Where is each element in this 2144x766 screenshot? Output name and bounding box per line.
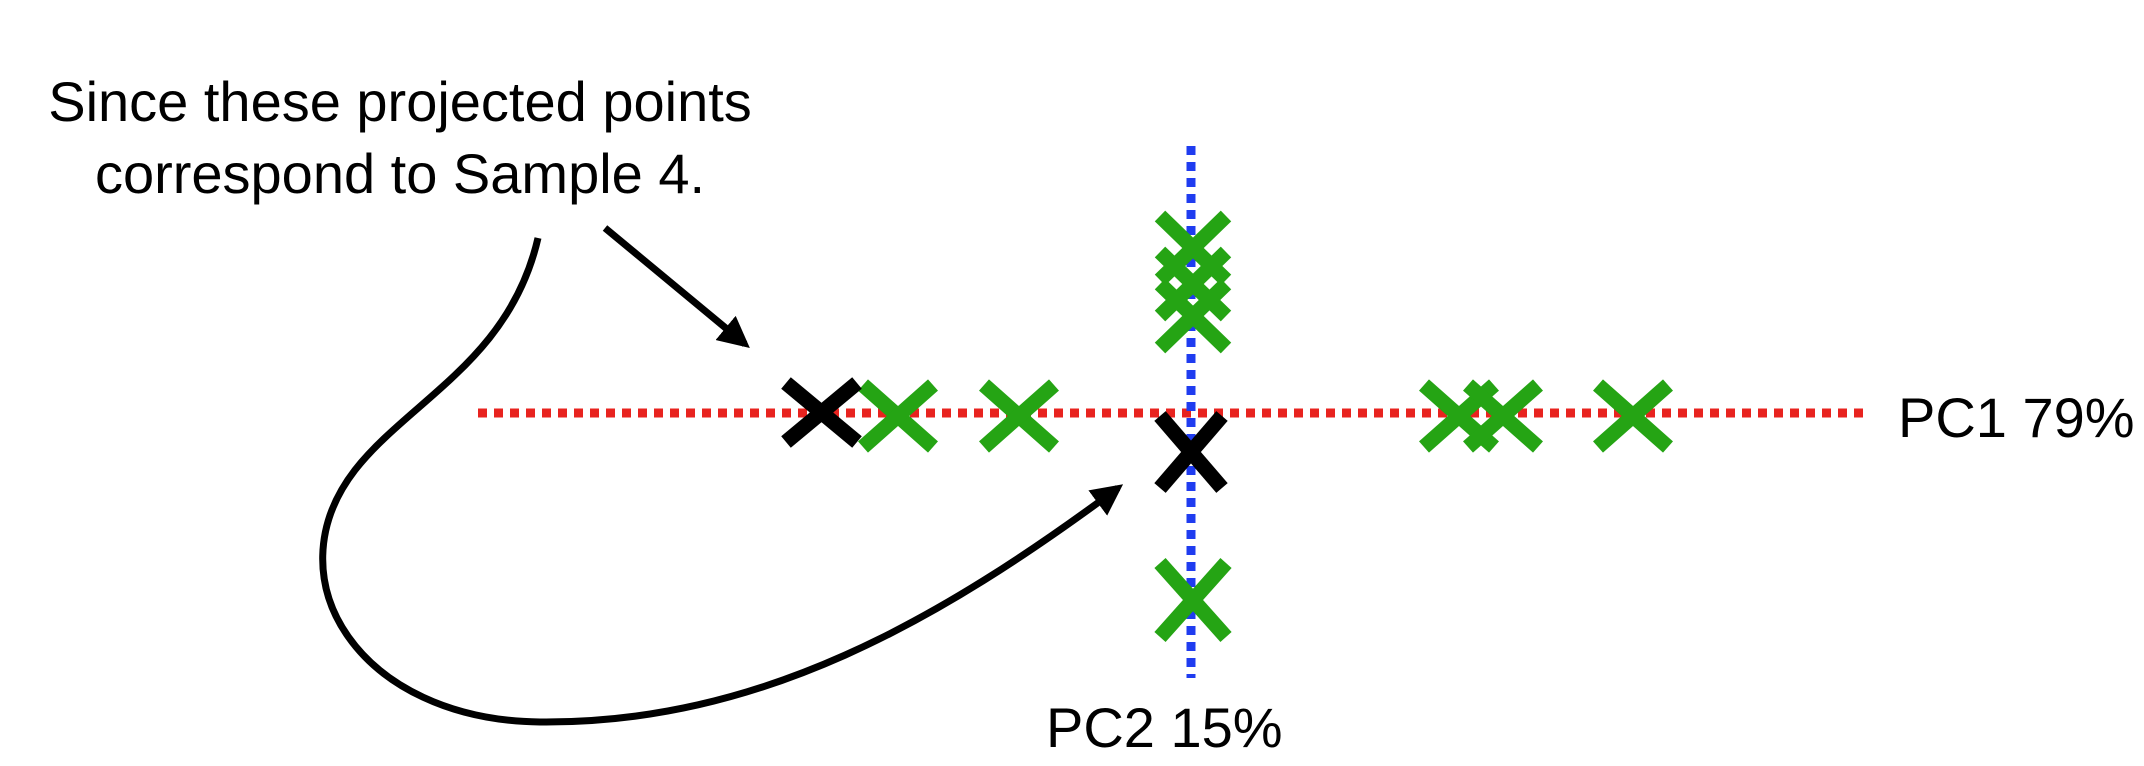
x-mark-icon	[1593, 379, 1673, 453]
x-mark-icon	[1154, 558, 1232, 642]
pc1-axis-label: PC1 79%	[1898, 386, 2135, 449]
annotation-text: Since these projected points correspond …	[0, 66, 800, 210]
pc1-projected-points	[858, 379, 1673, 453]
pc2-axis-label: PC2 15%	[1046, 696, 1283, 759]
x-mark-icon	[1463, 379, 1543, 453]
x-mark-icon	[858, 379, 938, 453]
pc2-projected-points	[1154, 210, 1232, 642]
x-mark-icon	[1154, 278, 1232, 354]
arrow-to-pc1-point	[602, 225, 750, 349]
annotation-line-1: Since these projected points	[48, 70, 752, 133]
sample-4-projected-points	[781, 377, 1228, 493]
annotation-line-2: correspond to Sample 4.	[94, 142, 706, 205]
arrow-to-pc2-point	[319, 237, 1124, 726]
x-mark-icon	[781, 377, 862, 448]
x-mark-icon	[979, 379, 1059, 453]
x-mark-icon	[1154, 246, 1232, 322]
x-mark-icon	[1154, 411, 1228, 493]
